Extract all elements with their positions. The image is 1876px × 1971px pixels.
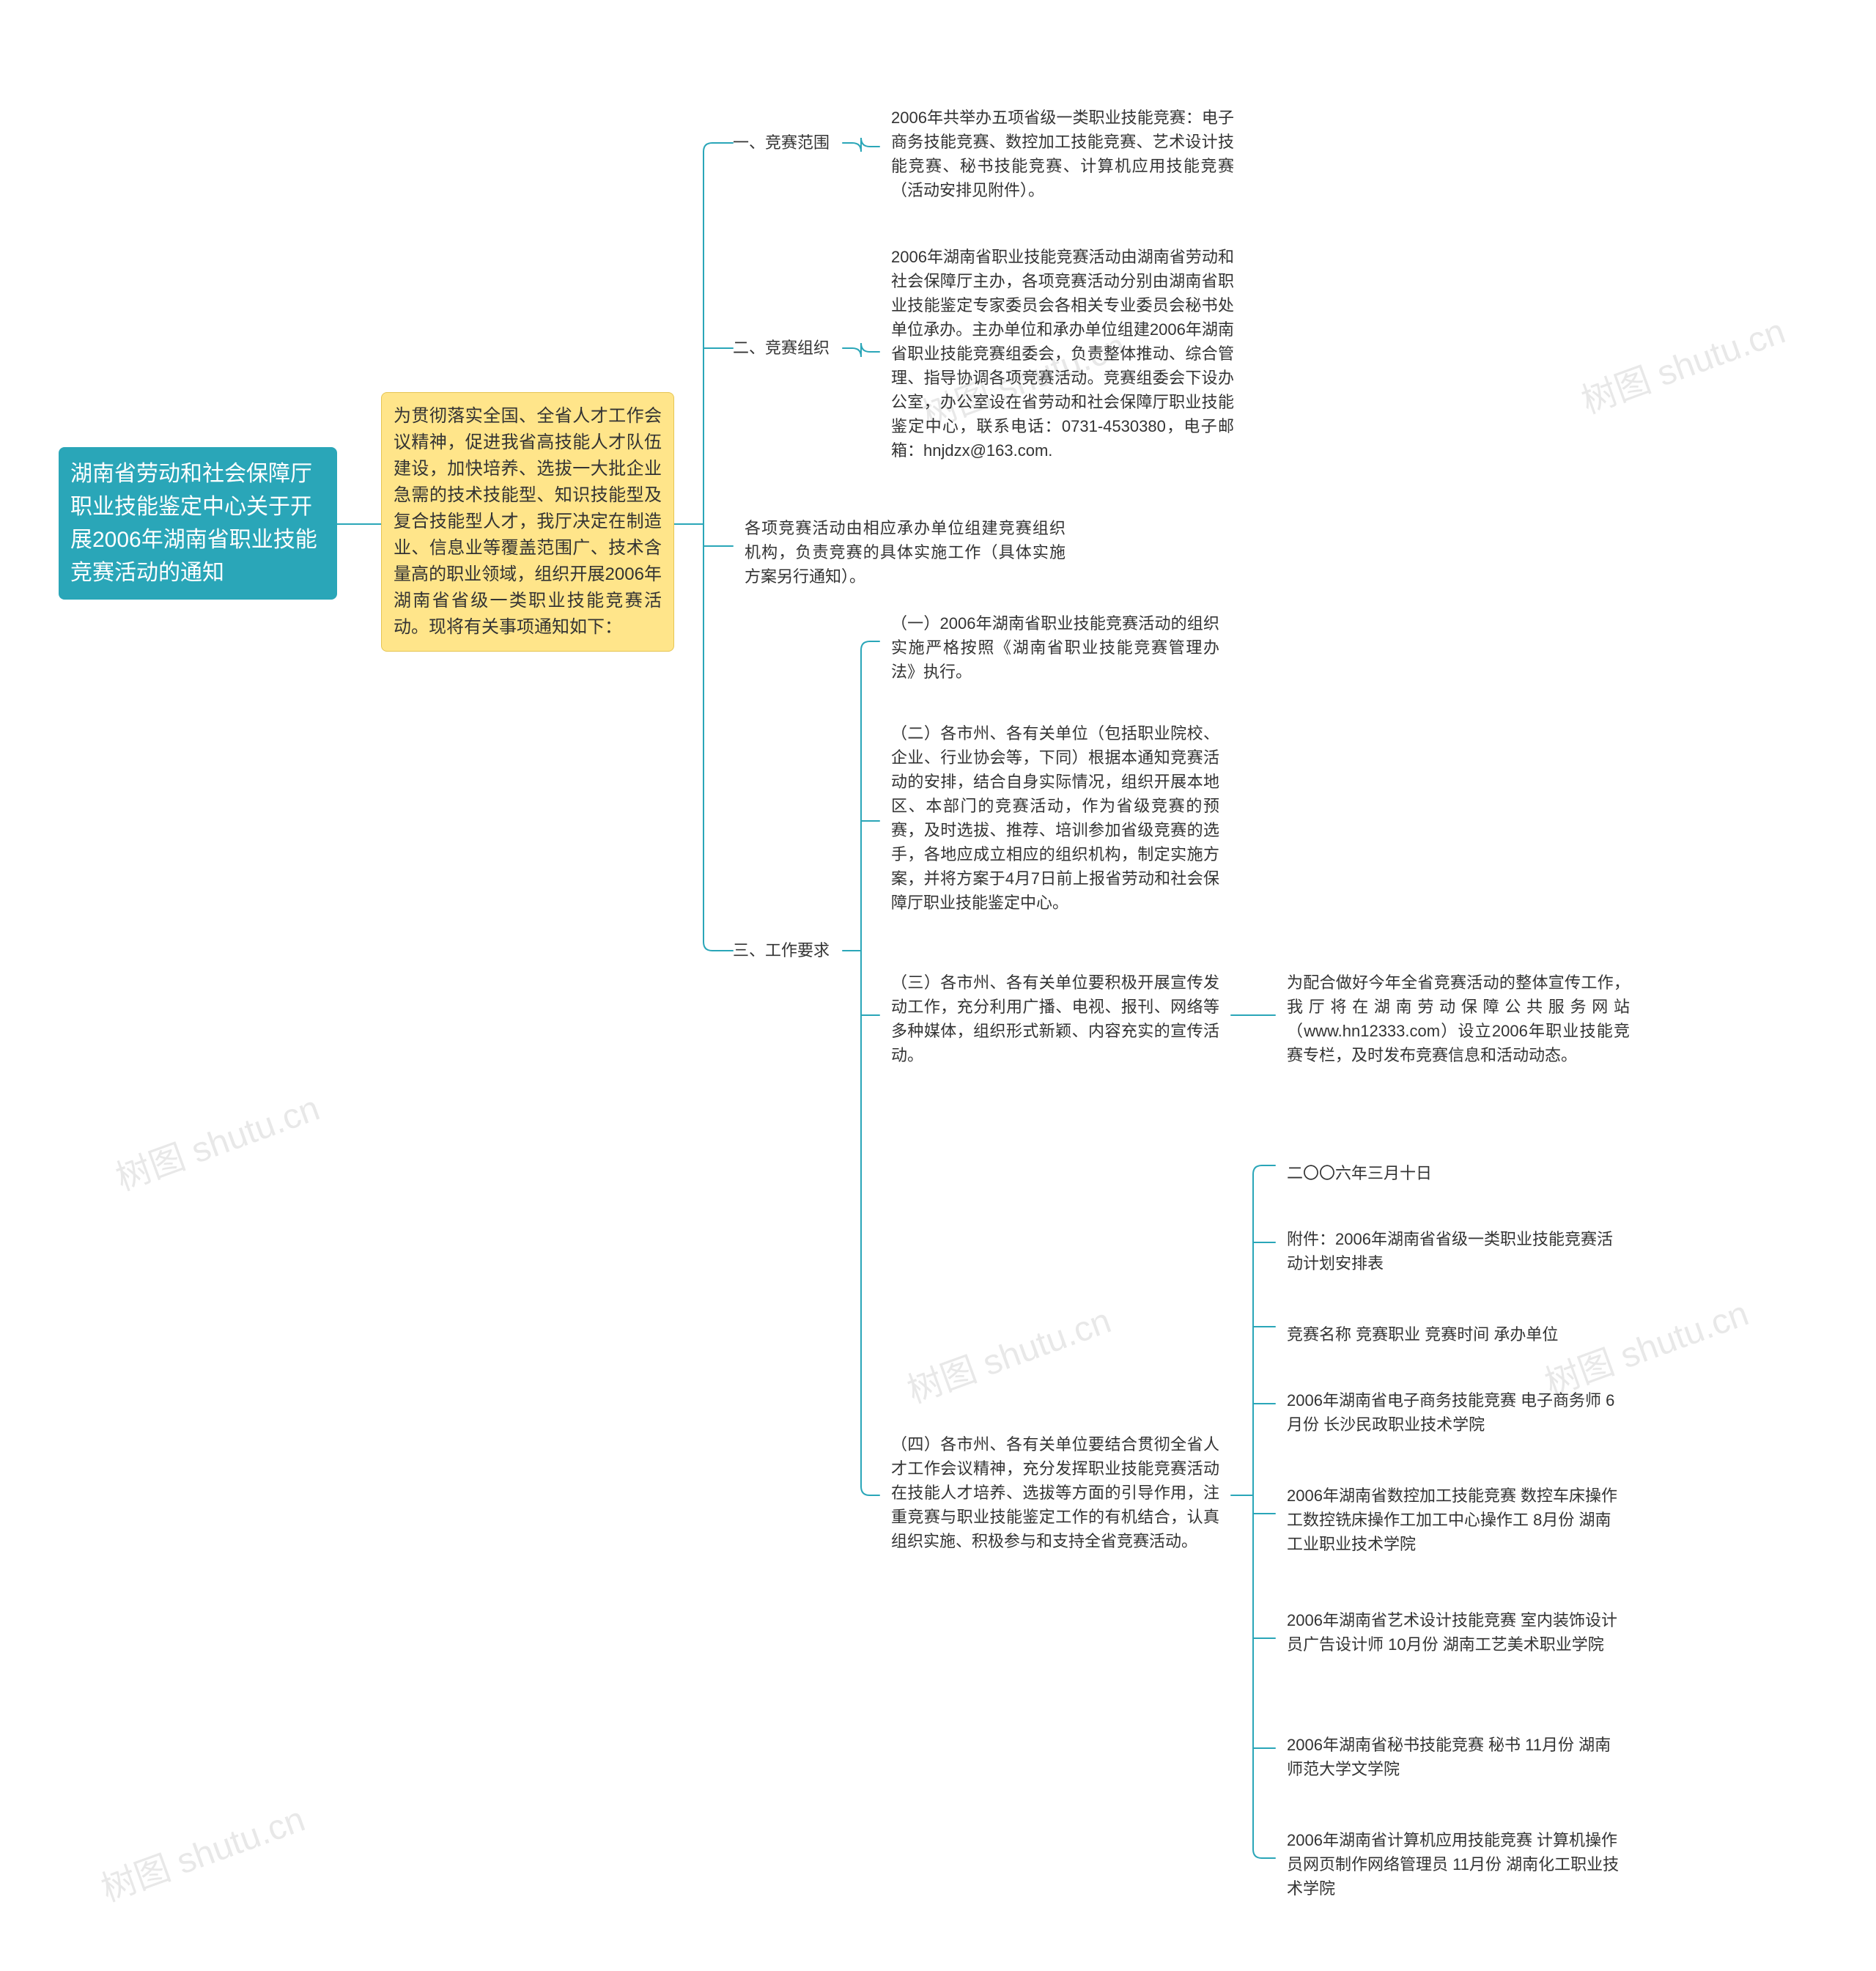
section-2-body[interactable]: 2006年湖南省职业技能竞赛活动由湖南省劳动和社会保障厅主办，各项竞赛活动分别由… bbox=[879, 235, 1246, 473]
section-3-item-1[interactable]: （一）2006年湖南省职业技能竞赛活动的组织实施严格按照《湖南省职业技能竞赛管理… bbox=[879, 601, 1231, 694]
section-3-item-4[interactable]: （四）各市州、各有关单位要结合贯彻全省人才工作会议精神，充分发挥职业技能竞赛活动… bbox=[879, 1422, 1231, 1563]
leaf-row-5[interactable]: 2006年湖南省计算机应用技能竞赛 计算机操作员网页制作网络管理员 11月份 湖… bbox=[1275, 1818, 1634, 1911]
watermark: 树图 shutu.cn bbox=[899, 1292, 1117, 1412]
leaf-table-header[interactable]: 竞赛名称 竞赛职业 竞赛时间 承办单位 bbox=[1275, 1312, 1634, 1357]
leaf-row-1[interactable]: 2006年湖南省电子商务技能竞赛 电子商务师 6月份 长沙民政职业技术学院 bbox=[1275, 1378, 1634, 1447]
leaf-attachment[interactable]: 附件：2006年湖南省省级一类职业技能竞赛活动计划安排表 bbox=[1275, 1217, 1634, 1286]
section-3-item-3[interactable]: （三）各市州、各有关单位要积极开展宣传发动工作，充分利用广播、电视、报刊、网络等… bbox=[879, 960, 1231, 1077]
section-3-item-2[interactable]: （二）各市州、各有关单位（包括职业院校、企业、行业协会等，下同）根据本通知竞赛活… bbox=[879, 711, 1231, 925]
root-node[interactable]: 湖南省劳动和社会保障厅职业技能鉴定中心关于开展2006年湖南省职业技能竞赛活动的… bbox=[59, 447, 337, 600]
section-1-body[interactable]: 2006年共举办五项省级一类职业技能竞赛：电子商务技能竞赛、数控加工技能竞赛、艺… bbox=[879, 95, 1246, 213]
mindmap-canvas: 树图 shutu.cn 树图 shutu.cn 树图 shutu.cn 树图 s… bbox=[0, 0, 1876, 1971]
intro-node[interactable]: 为贯彻落实全国、全省人才工作会议精神，促进我省高技能人才队伍建设，加快培养、选拔… bbox=[381, 392, 674, 652]
leaf-row-4[interactable]: 2006年湖南省秘书技能竞赛 秘书 11月份 湖南师范大学文学院 bbox=[1275, 1723, 1634, 1791]
leaf-date[interactable]: 二〇〇六年三月十日 bbox=[1275, 1151, 1634, 1196]
section-2-label[interactable]: 二、竞赛组织 bbox=[733, 336, 830, 360]
section-3-item-3-extra[interactable]: 为配合做好今年全省竞赛活动的整体宣传工作，我厅将在湖南劳动保障公共服务网站（ww… bbox=[1275, 960, 1642, 1077]
watermark: 树图 shutu.cn bbox=[1573, 302, 1791, 423]
leaf-row-2[interactable]: 2006年湖南省数控加工技能竞赛 数控车床操作工数控铣床操作工加工中心操作工 8… bbox=[1275, 1473, 1634, 1566]
watermark: 树图 shutu.cn bbox=[93, 1790, 311, 1911]
leaf-row-3[interactable]: 2006年湖南省艺术设计技能竞赛 室内装饰设计员广告设计师 10月份 湖南工艺美… bbox=[1275, 1598, 1634, 1667]
watermark: 树图 shutu.cn bbox=[108, 1079, 325, 1200]
section-3-label[interactable]: 三、工作要求 bbox=[733, 938, 830, 962]
section-1-label[interactable]: 一、竞赛范围 bbox=[733, 130, 830, 155]
standalone-paragraph[interactable]: 各项竞赛活动由相应承办单位组建竞赛组织机构，负责竞赛的具体实施工作（具体实施方案… bbox=[733, 506, 1077, 599]
